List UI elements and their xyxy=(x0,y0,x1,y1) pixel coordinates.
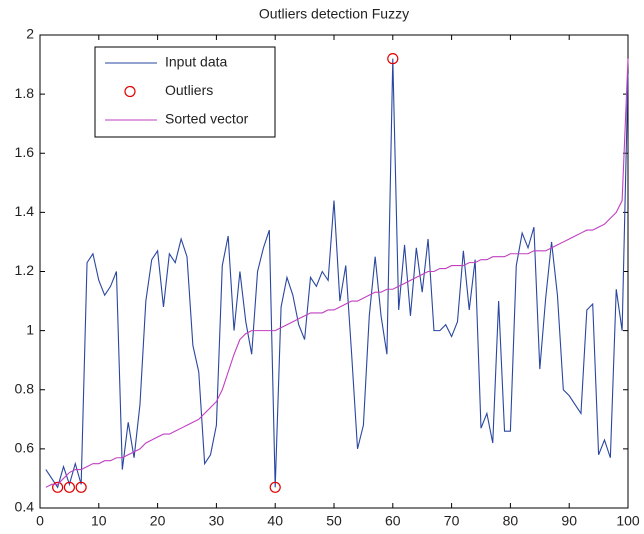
y-tick-label: 2 xyxy=(26,26,34,42)
y-tick-label: 1.2 xyxy=(15,262,35,278)
y-tick-label: 0.4 xyxy=(15,499,35,515)
x-tick-label: 80 xyxy=(503,513,519,529)
x-tick-label: 50 xyxy=(326,513,342,529)
y-tick-label: 1.8 xyxy=(15,85,35,101)
x-tick-label: 30 xyxy=(209,513,225,529)
outlier-marker xyxy=(63,481,76,493)
x-tick-label: 0 xyxy=(36,513,44,529)
x-tick-label: 90 xyxy=(561,513,577,529)
outlier-marker xyxy=(269,481,281,493)
outlier-marker xyxy=(52,481,64,493)
chart-title: Outliers detection Fuzzy xyxy=(259,6,409,22)
legend-label: Input data xyxy=(165,54,227,70)
y-tick-label: 1.4 xyxy=(15,203,35,219)
x-tick-label: 70 xyxy=(444,513,460,529)
x-tick-label: 100 xyxy=(616,513,640,529)
outlier-marker xyxy=(387,53,399,65)
legend-label: Sorted vector xyxy=(165,111,249,127)
x-tick-label: 10 xyxy=(91,513,107,529)
x-tick-label: 40 xyxy=(267,513,283,529)
legend-marker xyxy=(124,85,136,98)
data-line xyxy=(45,58,629,489)
outlier-marker xyxy=(75,481,87,493)
y-tick-label: 0.8 xyxy=(15,380,35,396)
x-tick-label: 20 xyxy=(150,513,166,529)
legend-label: Outliers xyxy=(165,82,213,98)
y-tick-label: 1.6 xyxy=(15,144,35,160)
data-line xyxy=(45,58,629,488)
y-tick-label: 0.6 xyxy=(15,440,35,456)
x-tick-label: 60 xyxy=(385,513,401,529)
y-tick-label: 1 xyxy=(26,321,34,337)
